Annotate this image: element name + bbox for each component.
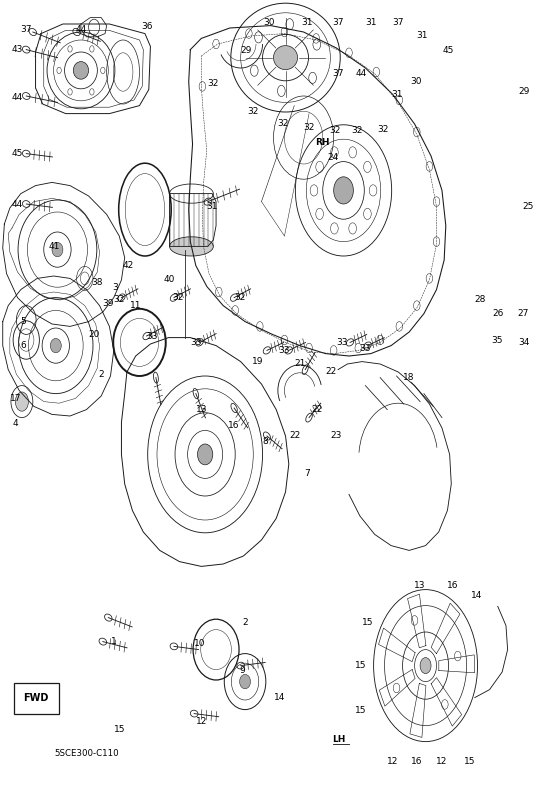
Text: 3: 3 <box>112 283 118 293</box>
Text: 15: 15 <box>113 725 125 734</box>
Text: 31: 31 <box>301 18 313 27</box>
Text: 45: 45 <box>12 149 23 158</box>
Text: 40: 40 <box>164 275 175 285</box>
Text: 37: 37 <box>332 69 344 78</box>
Ellipse shape <box>197 444 213 465</box>
Ellipse shape <box>50 338 61 353</box>
Text: 37: 37 <box>332 18 344 27</box>
Text: 15: 15 <box>362 618 374 627</box>
Text: 22: 22 <box>290 431 301 441</box>
Text: 17: 17 <box>9 394 21 403</box>
Text: RH: RH <box>316 138 330 147</box>
Text: 24: 24 <box>327 153 338 162</box>
Text: 5SCE300-C110: 5SCE300-C110 <box>55 749 119 758</box>
Text: 44: 44 <box>12 200 23 210</box>
Text: 22: 22 <box>312 405 323 414</box>
Text: 30: 30 <box>263 18 275 27</box>
Text: 32: 32 <box>303 123 314 133</box>
Text: 16: 16 <box>447 581 459 590</box>
Text: 18: 18 <box>403 373 415 382</box>
Text: 31: 31 <box>416 31 428 41</box>
Ellipse shape <box>170 237 213 256</box>
Ellipse shape <box>334 177 353 204</box>
Text: 26: 26 <box>492 309 503 318</box>
Text: 33: 33 <box>146 331 158 341</box>
Text: 12: 12 <box>437 757 447 766</box>
Text: 15: 15 <box>463 757 475 766</box>
Text: 14: 14 <box>275 693 286 702</box>
Text: 32: 32 <box>377 125 388 134</box>
Text: 43: 43 <box>12 45 23 54</box>
Text: 23: 23 <box>331 431 342 441</box>
Text: 32: 32 <box>114 295 125 305</box>
Text: 8: 8 <box>263 437 268 446</box>
Text: 6: 6 <box>20 341 26 350</box>
Text: 33: 33 <box>278 346 290 355</box>
Text: 7: 7 <box>305 469 310 478</box>
Text: 37: 37 <box>392 18 404 27</box>
Text: 34: 34 <box>519 338 529 347</box>
Text: 14: 14 <box>472 591 482 601</box>
Text: 5: 5 <box>20 317 26 326</box>
Text: 39: 39 <box>102 299 114 309</box>
Text: 41: 41 <box>49 242 60 251</box>
Text: 1: 1 <box>111 637 117 646</box>
Text: 4: 4 <box>13 419 18 429</box>
Ellipse shape <box>52 242 63 257</box>
Text: 44: 44 <box>356 69 366 78</box>
Ellipse shape <box>73 62 89 79</box>
Ellipse shape <box>274 46 298 70</box>
Text: 9: 9 <box>239 666 245 675</box>
Text: 32: 32 <box>247 107 258 117</box>
Text: 31: 31 <box>391 90 403 99</box>
Text: 29: 29 <box>519 87 529 97</box>
Text: 35: 35 <box>491 335 503 345</box>
Text: 45: 45 <box>443 46 454 55</box>
Text: 13: 13 <box>195 405 207 414</box>
Text: 19: 19 <box>252 357 264 366</box>
Text: 42: 42 <box>123 261 134 270</box>
Text: 38: 38 <box>91 278 103 287</box>
Bar <box>14 683 59 714</box>
Text: 27: 27 <box>517 309 528 318</box>
Text: 11: 11 <box>130 301 142 310</box>
Text: 31: 31 <box>365 18 377 27</box>
Text: FWD: FWD <box>24 694 49 703</box>
Circle shape <box>15 392 28 411</box>
Text: 33: 33 <box>336 338 348 347</box>
Text: 37: 37 <box>20 25 32 34</box>
Text: 33: 33 <box>190 338 202 347</box>
Text: 21: 21 <box>294 359 305 369</box>
Text: 12: 12 <box>196 717 207 726</box>
Text: 32: 32 <box>329 126 340 135</box>
Text: 12: 12 <box>387 757 398 766</box>
Text: 13: 13 <box>414 581 426 590</box>
Text: 2: 2 <box>98 370 104 379</box>
Text: 32: 32 <box>234 293 245 302</box>
Text: 16: 16 <box>228 421 240 430</box>
Text: 16: 16 <box>411 757 423 766</box>
Text: 32: 32 <box>351 126 362 135</box>
Text: 25: 25 <box>522 202 533 211</box>
Ellipse shape <box>240 674 251 689</box>
Text: 29: 29 <box>241 46 252 55</box>
Text: 32: 32 <box>208 79 219 89</box>
Text: 32: 32 <box>278 119 289 129</box>
Text: 28: 28 <box>475 295 486 305</box>
Text: 2: 2 <box>242 618 248 627</box>
Text: LH: LH <box>333 735 346 745</box>
Text: 30: 30 <box>410 77 422 86</box>
Text: 33: 33 <box>359 343 371 353</box>
Text: 32: 32 <box>172 293 183 302</box>
Text: 15: 15 <box>355 706 367 715</box>
Text: 20: 20 <box>89 330 100 339</box>
Text: 31: 31 <box>206 202 218 211</box>
Text: 15: 15 <box>355 661 367 670</box>
Circle shape <box>420 658 431 674</box>
Text: 36: 36 <box>141 22 153 31</box>
Text: 44: 44 <box>12 93 23 102</box>
Text: 22: 22 <box>325 367 336 377</box>
Text: 10: 10 <box>194 639 206 649</box>
Text: 44: 44 <box>75 25 86 34</box>
